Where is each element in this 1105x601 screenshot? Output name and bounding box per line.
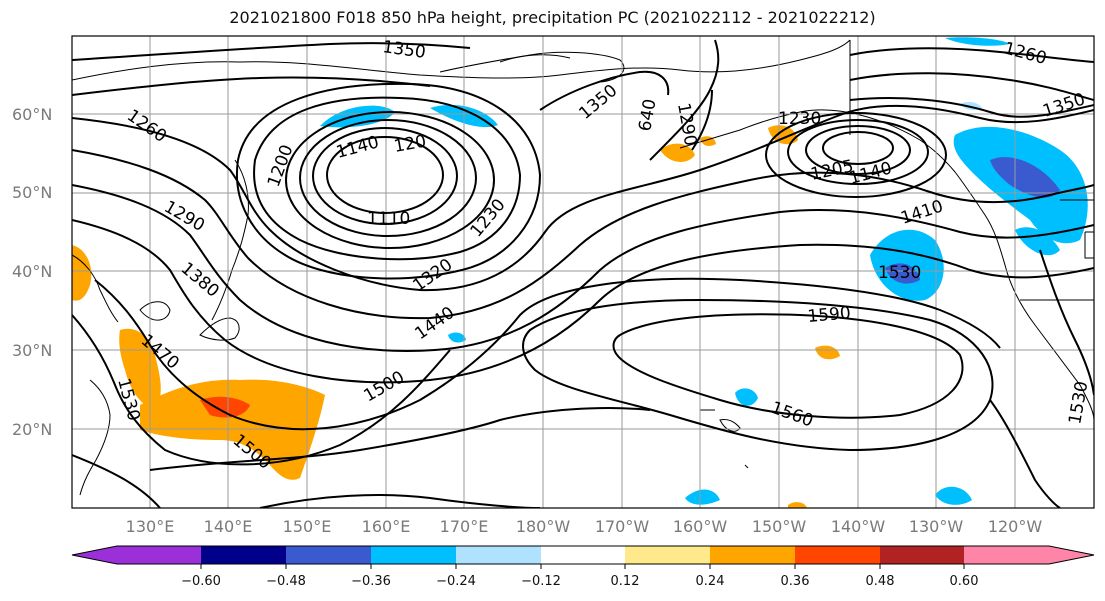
colorbar-tick-label: 0.60	[950, 574, 979, 589]
colorbar-segment	[710, 546, 795, 564]
colorbar-segment	[371, 546, 456, 564]
colorbar-tick-label: −0.48	[266, 574, 306, 589]
colorbar-segment	[880, 546, 964, 564]
longitude-labels: 130°E 140°E 150°E 160°E 170°E 180°W 170°…	[126, 517, 1043, 536]
lon-label-170w: 170°W	[595, 517, 650, 536]
lon-label-140e: 140°E	[204, 517, 253, 536]
lat-label-20n: 20°N	[12, 420, 52, 439]
colorbar-segment	[625, 546, 710, 564]
lon-label-120w: 120°W	[988, 517, 1043, 536]
lon-label-140w: 140°W	[831, 517, 886, 536]
lat-label-50n: 50°N	[12, 183, 52, 202]
contour-label: 1530	[878, 263, 921, 283]
contour-label: 1590	[807, 303, 852, 327]
colorbar-tick-label: 0.48	[866, 574, 895, 589]
colorbar-segment	[541, 546, 625, 564]
colorbar-tick-label: 0.12	[611, 574, 640, 589]
colorbar-segment	[286, 546, 371, 564]
graticule	[72, 36, 1094, 508]
colorbar-segment	[795, 546, 880, 564]
colorbar-segment	[964, 546, 1094, 564]
lon-label-160e: 160°E	[362, 517, 411, 536]
colorbar: −0.60 −0.48 −0.36 −0.24 −0.12 0.12 0.24 …	[71, 545, 1095, 589]
precip-negative-areas	[320, 37, 1088, 505]
lat-label-60n: 60°N	[12, 105, 52, 124]
lat-label-30n: 30°N	[12, 341, 52, 360]
colorbar-tick-label: −0.12	[521, 574, 561, 589]
colorbar-segment	[72, 546, 201, 564]
colorbar-tick-label: −0.60	[181, 574, 221, 589]
lat-label-40n: 40°N	[12, 262, 52, 281]
colorbar-segment	[456, 546, 541, 564]
latitude-labels: 60°N 50°N 40°N 30°N 20°N	[12, 105, 52, 439]
map-frame	[71, 35, 1095, 509]
lon-label-170e: 170°E	[440, 517, 489, 536]
lon-label-130w: 130°W	[909, 517, 964, 536]
height-contours	[72, 39, 1094, 508]
lon-label-150e: 150°E	[283, 517, 332, 536]
precip-positive-areas	[72, 125, 840, 508]
lon-label-160w: 160°W	[673, 517, 728, 536]
lon-label-150w: 150°W	[752, 517, 807, 536]
colorbar-segment	[201, 546, 286, 564]
colorbar-tick-label: 0.36	[781, 574, 810, 589]
colorbar-tick-label: −0.24	[436, 574, 476, 589]
lon-label-130e: 130°E	[126, 517, 175, 536]
lon-label-180w: 180°W	[516, 517, 571, 536]
coastlines	[72, 39, 1094, 496]
map-title: 2021021800 F018 850 hPa height, precipit…	[229, 8, 876, 27]
colorbar-tick-label: 0.24	[696, 574, 725, 589]
contour-label: 1110	[367, 209, 410, 229]
contour-label: 1230	[778, 109, 821, 129]
colorbar-tick-label: −0.36	[351, 574, 391, 589]
